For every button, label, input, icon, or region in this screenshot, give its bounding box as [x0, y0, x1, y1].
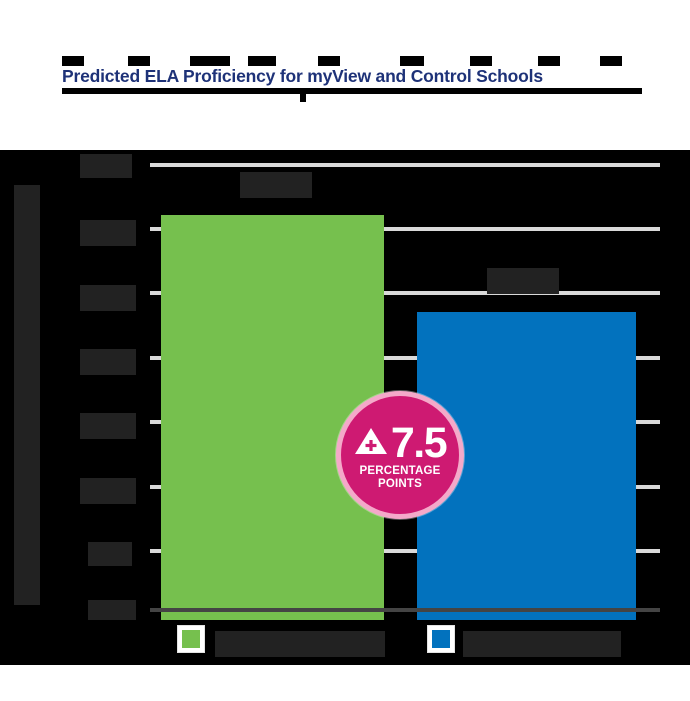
plot-area [0, 150, 690, 622]
badge-unit-line1: PERCENTAGE [359, 465, 441, 478]
title-redaction-7 [470, 56, 492, 66]
legend-item-control[interactable] [427, 625, 464, 653]
title-redaction-tail [300, 88, 306, 102]
title-redaction-6 [400, 56, 424, 66]
y-tick-label-5 [80, 285, 136, 311]
title-redaction-5 [318, 56, 340, 66]
gridline-1 [150, 549, 660, 553]
blue-square-swatch [427, 625, 455, 653]
title-redaction-underline [62, 88, 642, 94]
badge-value: 7.5 [390, 418, 448, 467]
title-redaction-8 [538, 56, 560, 66]
y-tick-label-7 [80, 154, 132, 178]
title-redaction-3 [190, 56, 230, 66]
gridline-4 [150, 356, 660, 360]
title-redaction-1 [62, 56, 84, 66]
x-axis-baseline [150, 608, 660, 612]
y-axis-title-redaction [14, 185, 40, 605]
legend-item-myview[interactable] [177, 625, 214, 653]
title-redaction-4 [248, 56, 276, 66]
badge-unit-line2: POINTS [377, 477, 422, 490]
bar-control-value-label-redaction [487, 268, 559, 294]
chart-legend [0, 620, 690, 665]
gridline-6 [150, 227, 660, 231]
green-square-swatch [177, 625, 205, 653]
y-tick-label-2 [80, 478, 136, 504]
legend-control-label-redaction [463, 631, 621, 657]
y-tick-label-1 [88, 542, 132, 566]
badge-unit: PERCENTAGE POINTS [359, 465, 440, 490]
gridline-7 [150, 163, 660, 167]
title-redaction-2 [128, 56, 150, 66]
y-tick-label-3 [80, 413, 136, 439]
y-tick-label-0 [88, 600, 136, 622]
chart-title: Predicted ELA Proficiency for myView and… [62, 66, 543, 86]
title-redaction-9 [600, 56, 622, 66]
legend-myview-label-redaction [215, 631, 385, 657]
y-tick-label-4 [80, 349, 136, 375]
bar-myview-value-label-redaction [240, 172, 312, 198]
y-tick-label-6 [80, 220, 136, 246]
triangle-up-plus-icon [354, 426, 388, 461]
gridline-5 [150, 291, 660, 295]
uplift-badge: 7.5 PERCENTAGE POINTS [336, 391, 464, 519]
badge-value-row: 7.5 [354, 418, 448, 467]
